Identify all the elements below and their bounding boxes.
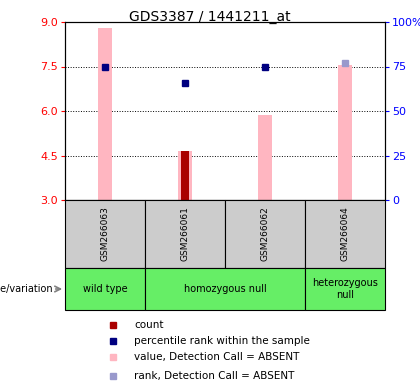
Text: heterozygous
null: heterozygous null xyxy=(312,278,378,300)
Text: percentile rank within the sample: percentile rank within the sample xyxy=(134,336,310,346)
Bar xyxy=(305,268,385,310)
Bar xyxy=(225,200,305,268)
Text: GSM266063: GSM266063 xyxy=(100,207,110,262)
Bar xyxy=(98,28,112,200)
Bar xyxy=(181,151,189,200)
Bar xyxy=(305,200,385,268)
Text: wild type: wild type xyxy=(83,284,127,294)
Text: GDS3387 / 1441211_at: GDS3387 / 1441211_at xyxy=(129,10,291,24)
Text: rank, Detection Call = ABSENT: rank, Detection Call = ABSENT xyxy=(134,371,295,381)
Bar xyxy=(258,116,272,200)
Bar xyxy=(145,268,305,310)
Text: genotype/variation: genotype/variation xyxy=(0,284,53,294)
Bar xyxy=(65,200,145,268)
Text: homozygous null: homozygous null xyxy=(184,284,266,294)
Bar xyxy=(65,268,145,310)
Text: value, Detection Call = ABSENT: value, Detection Call = ABSENT xyxy=(134,353,300,362)
Text: GSM266061: GSM266061 xyxy=(181,207,189,262)
Bar xyxy=(178,151,192,200)
Text: GSM266064: GSM266064 xyxy=(341,207,349,262)
Text: count: count xyxy=(134,319,164,329)
Bar xyxy=(338,65,352,200)
Text: GSM266062: GSM266062 xyxy=(260,207,270,262)
Bar xyxy=(145,200,225,268)
